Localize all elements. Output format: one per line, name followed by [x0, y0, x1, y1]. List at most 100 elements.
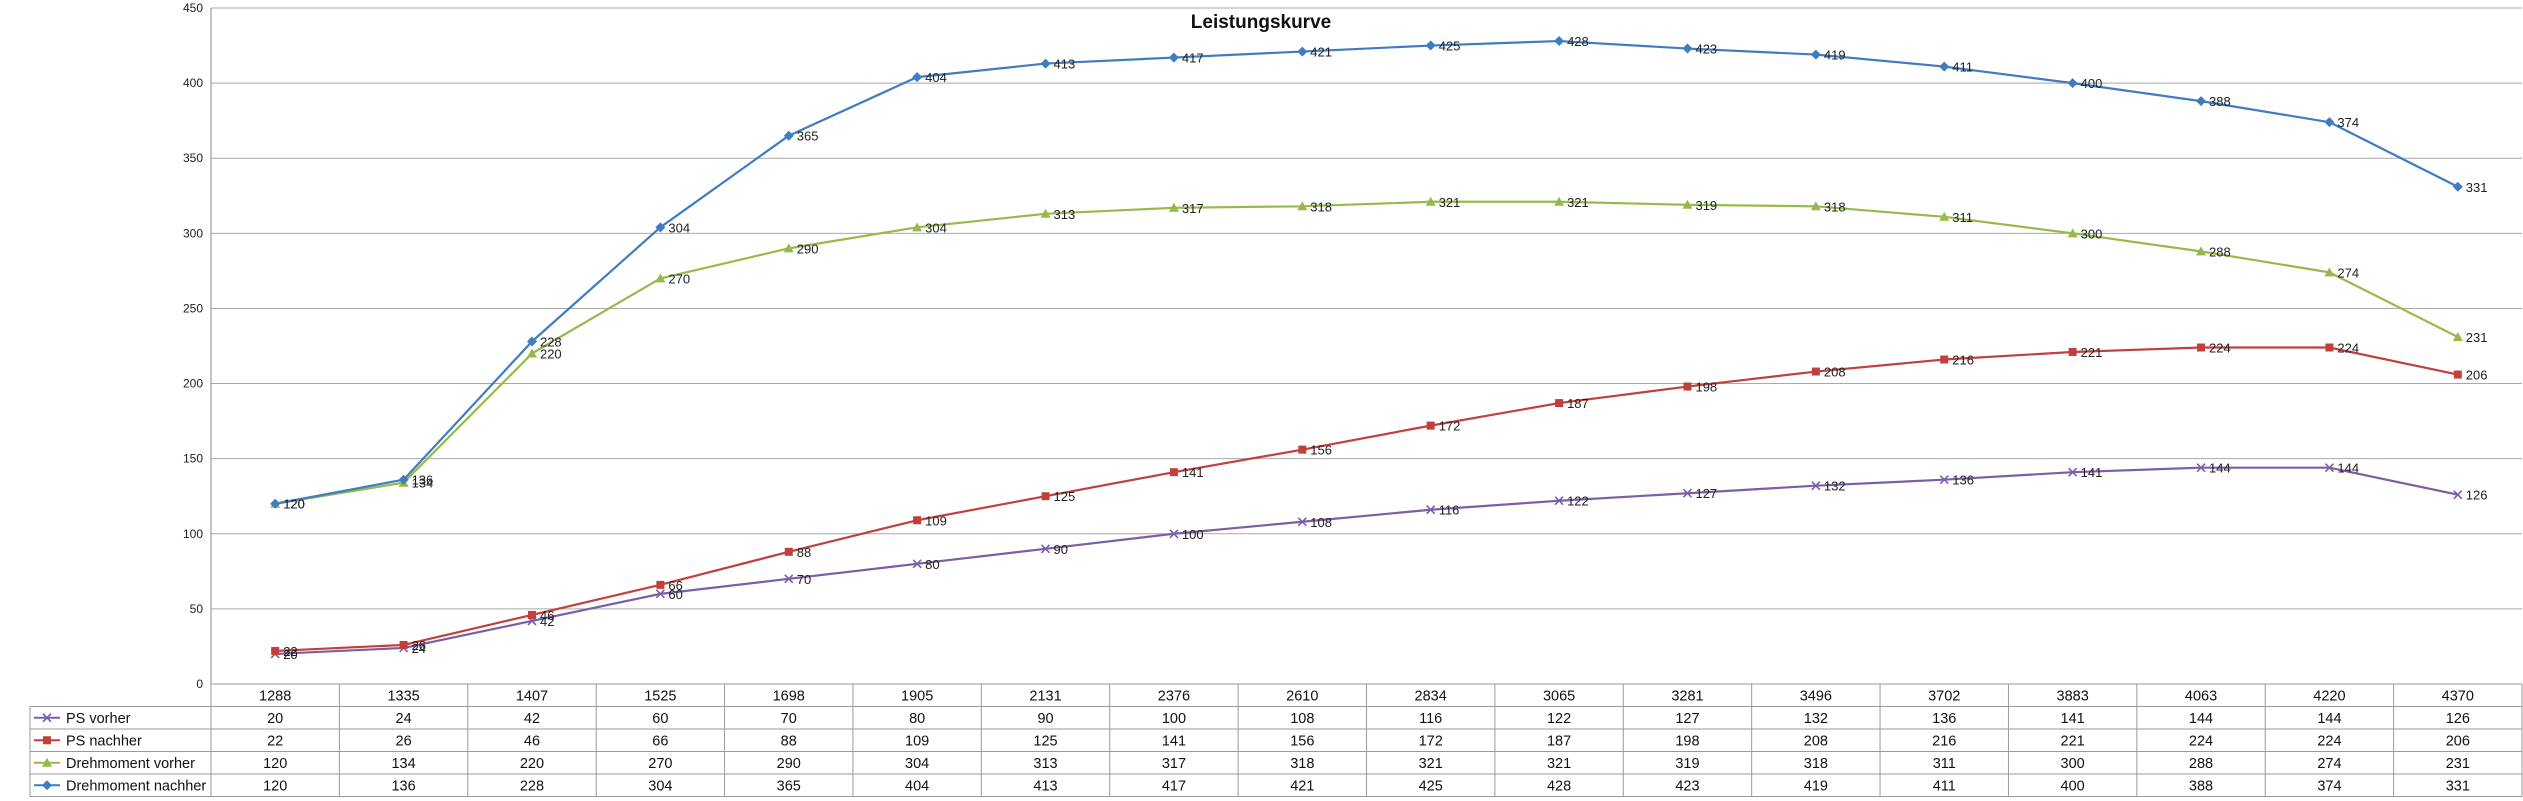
- table-cell: 198: [1675, 733, 1699, 749]
- data-label: 90: [1054, 542, 1068, 557]
- data-label: 126: [2466, 488, 2488, 503]
- data-label: 318: [1310, 199, 1332, 214]
- data-point: [2068, 467, 2078, 477]
- x-tick-label: 3065: [1543, 688, 1575, 704]
- table-cell: 400: [2061, 778, 2085, 794]
- table-cell: 317: [1162, 756, 1186, 772]
- data-label: 120: [283, 497, 305, 512]
- data-label: 24: [412, 641, 426, 656]
- data-label: 216: [1952, 353, 1974, 368]
- data-label: 274: [2337, 265, 2359, 280]
- table-cell: 388: [2189, 778, 2213, 794]
- x-tick-label: 2131: [1029, 688, 1061, 704]
- legend-label: Drehmoment nachher: [66, 778, 206, 794]
- data-point: [2325, 343, 2334, 352]
- data-point: [783, 130, 794, 141]
- data-point: [271, 646, 280, 655]
- data-point: [1425, 40, 1436, 51]
- data-label: 221: [2081, 345, 2103, 360]
- data-point: [1939, 61, 1950, 72]
- x-tick-label: 4370: [2442, 688, 2474, 704]
- data-label: 172: [1439, 419, 1461, 434]
- table-cell: 187: [1547, 733, 1571, 749]
- data-label: 317: [1182, 201, 1204, 216]
- data-label: 127: [1695, 486, 1717, 501]
- data-label: 421: [1310, 45, 1332, 60]
- data-point: [912, 72, 923, 83]
- data-label: 220: [540, 347, 562, 362]
- table-cell: 144: [2317, 711, 2341, 727]
- x-tick-label: 2834: [1415, 688, 1447, 704]
- table-cell: 419: [1804, 778, 1828, 794]
- data-point: [1297, 517, 1307, 527]
- data-point: [1298, 445, 1307, 454]
- table-cell: 132: [1804, 711, 1828, 727]
- x-tick-label: 1335: [387, 688, 419, 704]
- table-cell: 321: [1419, 756, 1443, 772]
- data-label: 318: [1824, 199, 1846, 214]
- table-cell: 22: [267, 733, 283, 749]
- data-point: [2324, 267, 2335, 277]
- data-point: [1939, 475, 1949, 485]
- legend-key: [34, 736, 60, 745]
- data-label: 116: [1439, 503, 1460, 518]
- table-cell: 304: [648, 778, 672, 794]
- table-cell: 126: [2446, 711, 2470, 727]
- data-point: [913, 516, 922, 525]
- y-tick-label: 250: [183, 301, 203, 315]
- x-tick-label: 2610: [1286, 688, 1318, 704]
- data-label: 156: [1310, 443, 1332, 458]
- data-point: [1554, 36, 1565, 47]
- data-label: 120: [283, 497, 305, 512]
- data-label: 419: [1824, 48, 1846, 63]
- data-label: 42: [540, 614, 554, 629]
- data-label: 60: [668, 587, 682, 602]
- series-drehmoment-vorher: [270, 196, 2463, 508]
- data-point: [2068, 348, 2077, 357]
- data-point: [655, 273, 666, 283]
- table-cell: 156: [1290, 733, 1314, 749]
- table-cell: 172: [1419, 733, 1443, 749]
- data-label: 288: [2209, 244, 2231, 259]
- data-label: 423: [1695, 42, 1717, 57]
- data-point: [655, 589, 665, 599]
- table-cell: 428: [1547, 778, 1571, 794]
- data-label: 270: [668, 271, 690, 286]
- x-tick-label: 3883: [2057, 688, 2089, 704]
- data-label: 428: [1567, 34, 1589, 49]
- data-label: 388: [2209, 94, 2231, 109]
- x-tick-label: 1407: [516, 688, 548, 704]
- data-point: [656, 580, 665, 589]
- data-point: [526, 336, 537, 347]
- x-tick-label: 1905: [901, 688, 933, 704]
- table-cell: 231: [2446, 756, 2470, 772]
- series-line: [275, 346, 2459, 653]
- table-cell: 208: [1804, 733, 1828, 749]
- table-cell: 20: [267, 711, 283, 727]
- data-point: [1426, 421, 1435, 430]
- data-labels: 20 24 42 60 70 80 90 100 108 116 122 127 132 136 141 14…: [283, 34, 2487, 662]
- data-point: [526, 348, 537, 358]
- legend-key: [34, 757, 60, 767]
- table-cell: 288: [2189, 756, 2213, 772]
- table-cell: 80: [909, 711, 925, 727]
- data-label: 313: [1054, 207, 1076, 222]
- table-cell: 425: [1419, 778, 1443, 794]
- table-cell: 290: [777, 756, 801, 772]
- data-point: [2197, 343, 2206, 352]
- table-cell: 365: [777, 778, 801, 794]
- data-point: [270, 498, 281, 509]
- data-label: 100: [1182, 527, 1204, 542]
- series-ps-nachher: [271, 343, 2462, 655]
- table-cell: 108: [1290, 711, 1314, 727]
- data-point: [1040, 544, 1051, 554]
- table-cell: 274: [2317, 756, 2341, 772]
- data-label: 321: [1567, 195, 1589, 210]
- data-label: 331: [2466, 180, 2488, 195]
- data-label: 132: [1824, 479, 1846, 494]
- x-tick-label: 1525: [644, 688, 676, 704]
- data-point: [2324, 463, 2334, 473]
- data-label: 304: [925, 220, 947, 235]
- legend-label: PS vorher: [66, 711, 131, 727]
- grid-lines: [211, 7, 2522, 685]
